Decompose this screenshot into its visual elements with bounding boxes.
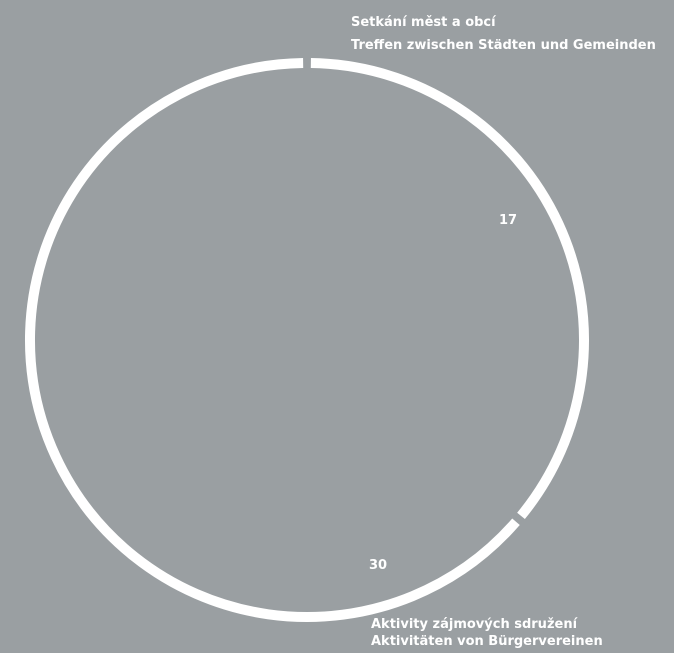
slice-label-de-0: Treffen zwischen Städten und Gemeinden [351, 38, 656, 53]
ring-arcs [25, 58, 589, 622]
ring-slice-0 [310, 58, 589, 520]
slice-label-cs-1: Aktivity zájmových sdružení [371, 617, 579, 632]
slice-label-cs-0: Setkání měst a obcí [351, 15, 497, 30]
ring-slice-1 [25, 58, 520, 622]
slice-value-0: 17 [499, 213, 517, 228]
slice-value-1: 30 [369, 558, 387, 573]
slice-label-de-1: Aktivitäten von Bürgervereinen [371, 634, 603, 649]
